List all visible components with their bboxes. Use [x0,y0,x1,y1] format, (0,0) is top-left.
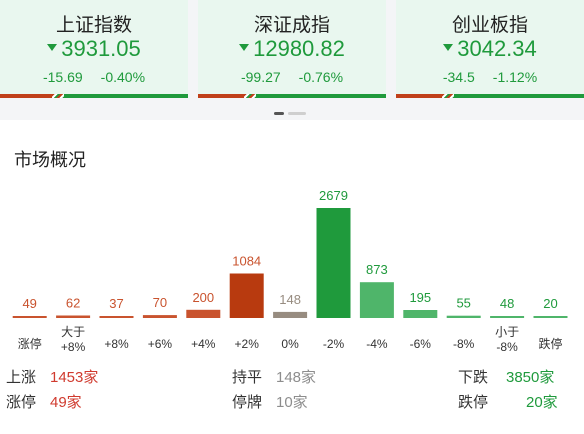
category-label: 小于-8% [495,325,519,354]
index-card-shenzhen[interactable]: 深证成指 12980.82 -99.27 -0.76% [198,0,386,98]
bar [359,282,394,318]
category-label: +4% [191,337,216,351]
down-triangle-icon [239,43,250,51]
bar [490,316,525,318]
bar [229,273,264,318]
category-label: -6% [410,337,432,351]
section-title: 市场概况 [14,150,86,170]
stats-row-2: 涨停 49家 停牌 10家 跌停 20家 [0,391,584,413]
advance-decline-bar [0,94,188,98]
index-change: -99.27 [240,69,281,85]
bar [403,310,438,318]
category-label: -8% [453,337,475,351]
bar-value-label: 48 [500,296,514,311]
bar [273,311,308,318]
bar-value-label: 148 [279,292,301,307]
category-label: 涨停 [18,336,42,351]
category-label: 大于+8% [61,325,86,354]
up-label: 上涨 [6,369,37,386]
flat-value: 148家 [276,369,317,386]
index-card-chinext[interactable]: 创业板指 3042.34 -34.5 -1.12% [396,0,584,98]
category-label: +8% [104,337,129,351]
down-triangle-icon [443,43,454,51]
bar [316,208,351,318]
suspended-value: 10家 [276,394,308,411]
bar-value-label: 1084 [232,254,261,269]
pager-dot-active[interactable] [274,112,284,115]
bar [533,316,568,318]
index-change: -15.69 [42,69,83,85]
limit-up-label: 涨停 [6,394,37,411]
limit-up-value: 49家 [50,394,82,411]
index-cards: 上证指数 3931.05 -15.69 -0.40% 深证成指 12980.82 … [0,0,584,120]
bar [99,316,134,318]
category-label: -2% [323,337,345,351]
bar [142,315,177,318]
bar-value-label: 195 [409,290,431,305]
limit-down-value: 20家 [526,394,558,411]
bar-value-label: 20 [543,296,557,311]
category-label: 0% [281,337,299,351]
up-value: 1453家 [50,369,99,386]
index-name: 深证成指 [253,15,330,36]
category-label: -4% [366,337,388,351]
category-label: 跌停 [538,336,562,351]
stats-row-1: 上涨 1453家 持平 148家 下跌 3850家 [0,366,584,388]
index-change-pct: -1.12% [492,69,538,85]
suspended-label: 停牌 [232,394,263,411]
index-price: 3931.05 [61,36,141,61]
down-triangle-icon [47,43,58,51]
bar-value-label: 2679 [319,188,348,203]
bar-value-label: 873 [366,262,388,277]
flat-label: 持平 [232,369,263,386]
bar [12,316,47,318]
bar-value-label: 55 [456,296,470,311]
market-distribution-chart: 49 涨停 62 大于+8% 37 +8% 70 +6% 200 +4% 1084 +2% 148 0% 2… [12,188,568,354]
index-name: 创业板指 [451,15,528,36]
index-change-pct: -0.76% [298,69,344,85]
index-price: 3042.34 [457,36,537,61]
bar-value-label: 200 [192,290,214,305]
down-value: 3850家 [506,369,555,386]
bar-value-label: 37 [109,296,123,311]
bar-value-label: 70 [153,295,167,310]
limit-down-label: 跌停 [458,394,489,411]
bar [186,309,221,318]
category-label: +6% [148,337,173,351]
bar [56,315,91,318]
bar [446,315,481,318]
advance-decline-bar [396,94,584,98]
index-name: 上证指数 [55,15,132,36]
index-price: 12980.82 [253,36,345,61]
index-change: -34.5 [442,69,475,85]
index-card-shanghai[interactable]: 上证指数 3931.05 -15.69 -0.40% [0,0,188,98]
pager-dot[interactable] [288,112,306,115]
index-change-pct: -0.40% [100,69,146,85]
category-label: +2% [235,337,260,351]
down-label: 下跌 [458,369,489,386]
bar-value-label: 49 [22,296,36,311]
bar-value-label: 62 [66,296,80,311]
advance-decline-bar [198,94,386,98]
